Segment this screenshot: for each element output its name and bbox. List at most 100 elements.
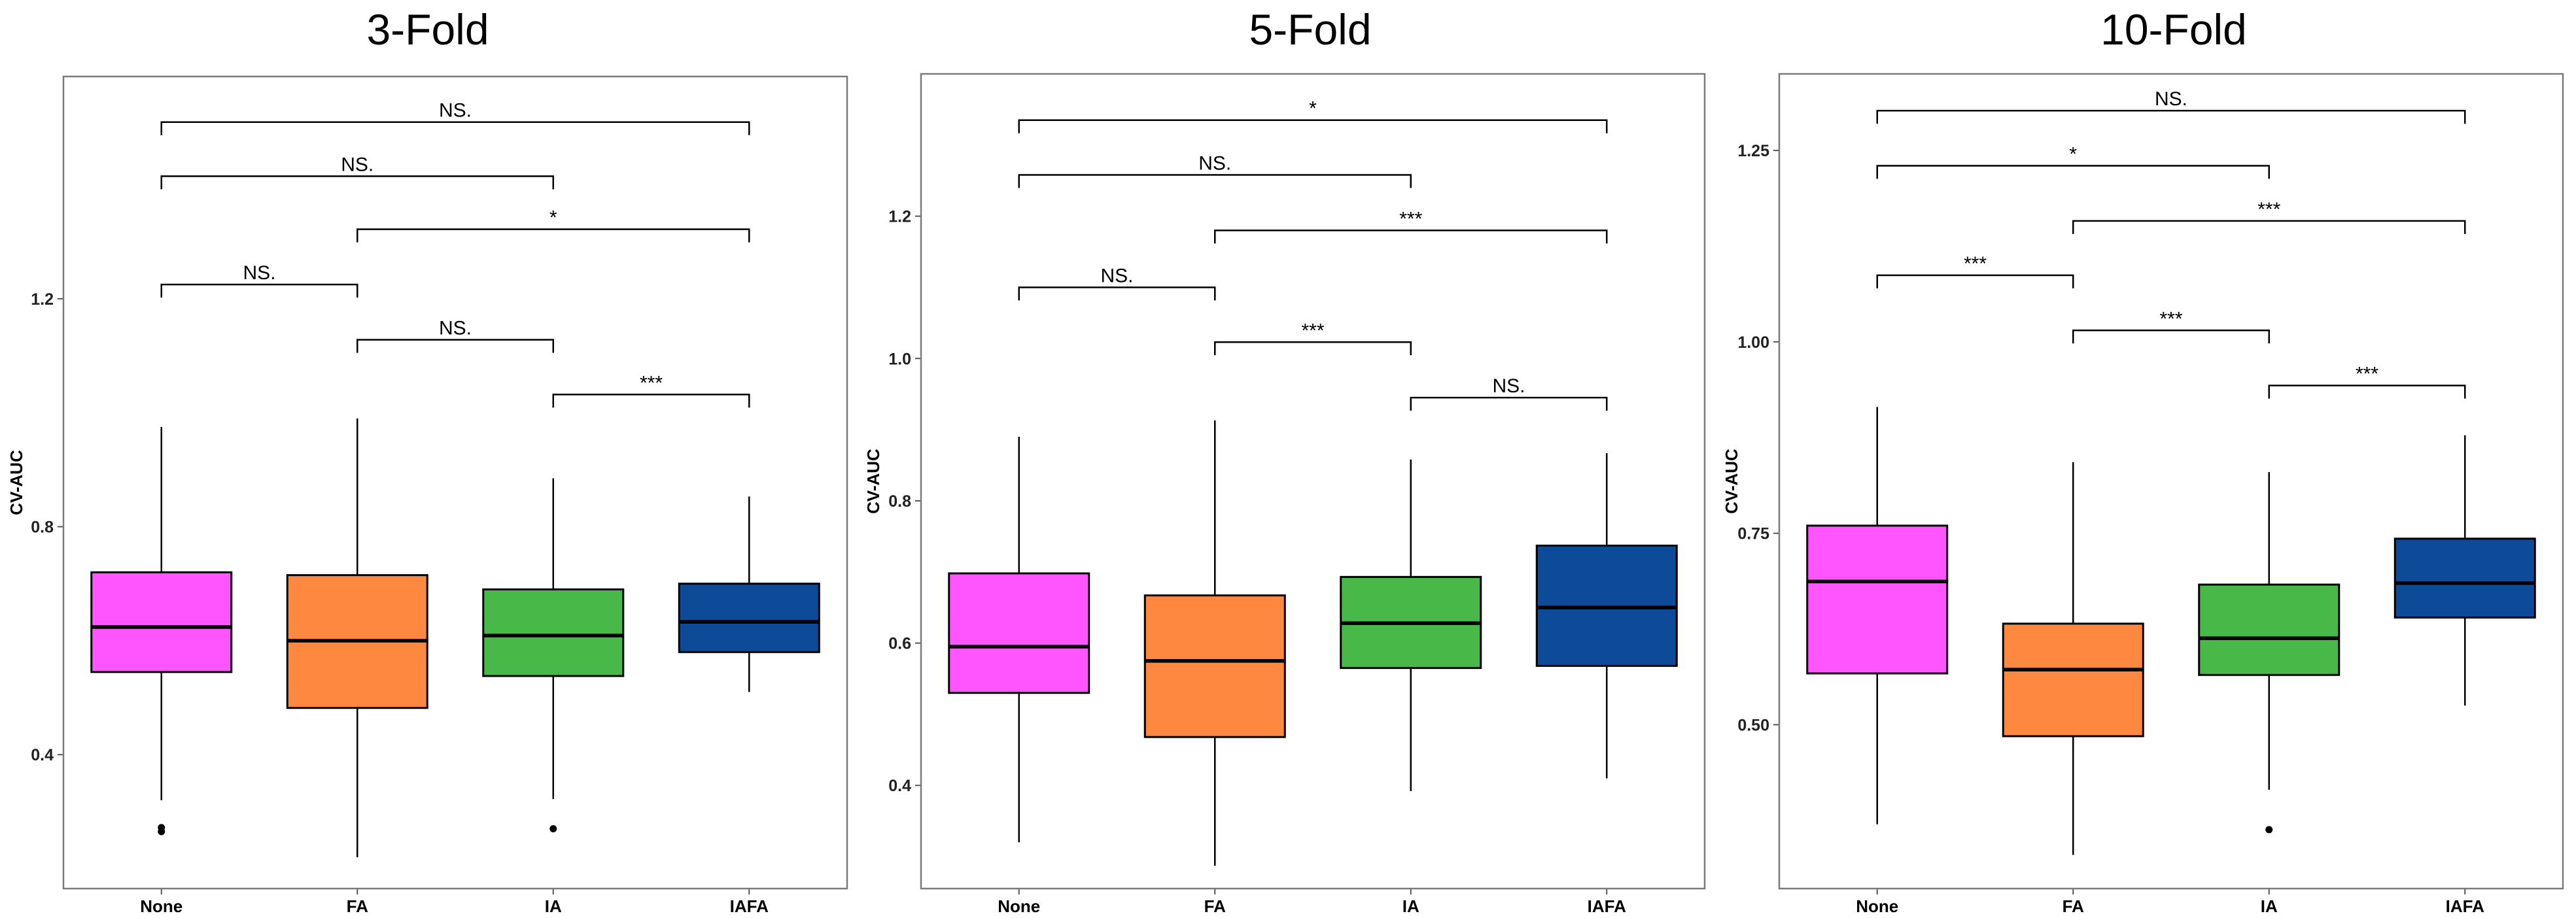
box-body xyxy=(482,588,625,677)
y-axis-label: CV-AUC xyxy=(863,449,883,514)
chart-title: 5-Fold xyxy=(1249,5,1371,54)
bracket-line xyxy=(357,228,750,243)
chart-title: 3-Fold xyxy=(366,5,489,54)
significance-bracket: *** xyxy=(1214,208,1608,244)
significance-label: *** xyxy=(2159,308,2182,330)
significance-bracket: *** xyxy=(2268,364,2466,399)
x-tick-label: FA xyxy=(1204,896,1226,916)
significance-bracket: NS. xyxy=(357,318,554,353)
box-body xyxy=(678,583,820,653)
x-tick-label: FA xyxy=(2063,896,2084,916)
significance-bracket: NS. xyxy=(160,154,554,190)
box-fa xyxy=(286,418,428,858)
y-tick-label: 1.25 xyxy=(1737,142,1769,160)
x-tick-label: FA xyxy=(347,896,368,916)
bracket-line xyxy=(160,121,750,135)
significance-label: * xyxy=(2069,144,2077,165)
box-body xyxy=(2198,583,2341,676)
significance-label: *** xyxy=(1301,320,1324,341)
bracket-line xyxy=(1876,165,2270,179)
box-fa xyxy=(1143,420,1286,866)
y-tick-label: 0.8 xyxy=(31,518,54,537)
chart-title: 10-Fold xyxy=(2100,5,2247,54)
significance-label: NS. xyxy=(2155,88,2187,110)
significance-label: *** xyxy=(1399,208,1422,230)
bracket-line xyxy=(2268,384,2466,399)
chart-panel-2: 5-Fold CV-AUC 0.4 0.6 0.8 1.0 1.2 None FA IA IAFA *… xyxy=(863,5,1706,916)
bracket-line xyxy=(1018,174,1412,188)
box-iafa xyxy=(1535,453,1678,779)
box-body xyxy=(90,571,233,673)
x-tick-label: None xyxy=(1856,896,1898,916)
bracket-line xyxy=(1018,286,1216,301)
x-tick-label: IA xyxy=(2261,896,2278,916)
y-tick-label: 1.2 xyxy=(888,208,911,226)
y-tick-label: 1.00 xyxy=(1737,333,1769,352)
significance-bracket: *** xyxy=(1214,320,1412,356)
bracket-line xyxy=(1410,396,1608,411)
box-none xyxy=(1806,407,1949,824)
box-fa xyxy=(2002,462,2144,855)
box-ia xyxy=(482,478,625,832)
y-tick-label: 0.4 xyxy=(31,746,54,764)
box-body xyxy=(2002,622,2144,738)
y-axis-label: CV-AUC xyxy=(7,450,26,515)
significance-bracket: * xyxy=(1876,144,2270,179)
x-tick-label: IAFA xyxy=(2446,896,2484,916)
bracket-line xyxy=(1876,274,2074,288)
significance-bracket: NS. xyxy=(160,100,750,135)
y-tick-label: 0.8 xyxy=(888,492,911,511)
chart-panel-3: 10-Fold CV-AUC 0.50 0.75 1.00 1.25 None FA IA IAF… xyxy=(1722,5,2564,916)
outlier-point xyxy=(549,824,557,832)
y-tick-label: 0.75 xyxy=(1737,525,1769,543)
significance-bracket: NS. xyxy=(1876,88,2466,124)
plot-frame xyxy=(1778,73,2564,890)
significance-label: NS. xyxy=(341,154,374,176)
x-tick-label: IA xyxy=(1402,896,1419,916)
x-tick-label: IAFA xyxy=(730,896,769,916)
box-ia xyxy=(2198,471,2341,834)
box-iafa xyxy=(2393,435,2536,706)
significance-bracket: *** xyxy=(552,372,750,408)
box-body xyxy=(948,572,1090,694)
bracket-line xyxy=(160,283,358,298)
significance-bracket: * xyxy=(357,207,750,243)
bracket-line xyxy=(1876,109,2466,124)
box-body xyxy=(1143,594,1286,738)
box-ia xyxy=(1340,459,1482,791)
significance-label: NS. xyxy=(439,100,472,122)
significance-label: * xyxy=(549,207,557,229)
box-iafa xyxy=(678,496,820,692)
significance-bracket: *** xyxy=(1876,253,2074,288)
y-tick-label: 1.2 xyxy=(31,290,54,309)
y-tick-label: 0.4 xyxy=(888,777,911,795)
x-tick-label: IA xyxy=(545,896,562,916)
significance-bracket: *** xyxy=(2072,308,2270,344)
significance-label: * xyxy=(1309,98,1317,120)
chart-panel-1: 3-Fold CV-AUC 0.4 0.8 1.2 None FA IA IAFA NS. NS. *… xyxy=(7,5,848,916)
y-tick-label: 1.0 xyxy=(888,350,911,368)
bracket-line xyxy=(357,339,554,353)
significance-label: *** xyxy=(2257,199,2280,220)
box-none xyxy=(948,436,1090,843)
significance-bracket: *** xyxy=(2072,199,2466,234)
box-body xyxy=(2393,537,2536,619)
significance-label: NS. xyxy=(1198,153,1231,175)
bracket-line xyxy=(2072,330,2270,344)
significance-label: *** xyxy=(1964,253,1987,275)
box-none xyxy=(90,427,233,836)
outlier-point xyxy=(2265,826,2273,834)
significance-bracket: NS. xyxy=(1018,265,1216,301)
bracket-line xyxy=(160,175,554,190)
x-tick-label: IAFA xyxy=(1588,896,1626,916)
bracket-line xyxy=(1018,119,1608,133)
outlier-point xyxy=(158,824,165,832)
y-axis-label: CV-AUC xyxy=(1722,449,1741,514)
plot-frame xyxy=(920,73,1706,890)
significance-bracket: * xyxy=(1018,98,1608,133)
significance-label: *** xyxy=(2356,364,2378,385)
significance-bracket: NS. xyxy=(1018,153,1412,188)
significance-label: NS. xyxy=(1492,375,1525,397)
bracket-line xyxy=(1214,230,1608,244)
